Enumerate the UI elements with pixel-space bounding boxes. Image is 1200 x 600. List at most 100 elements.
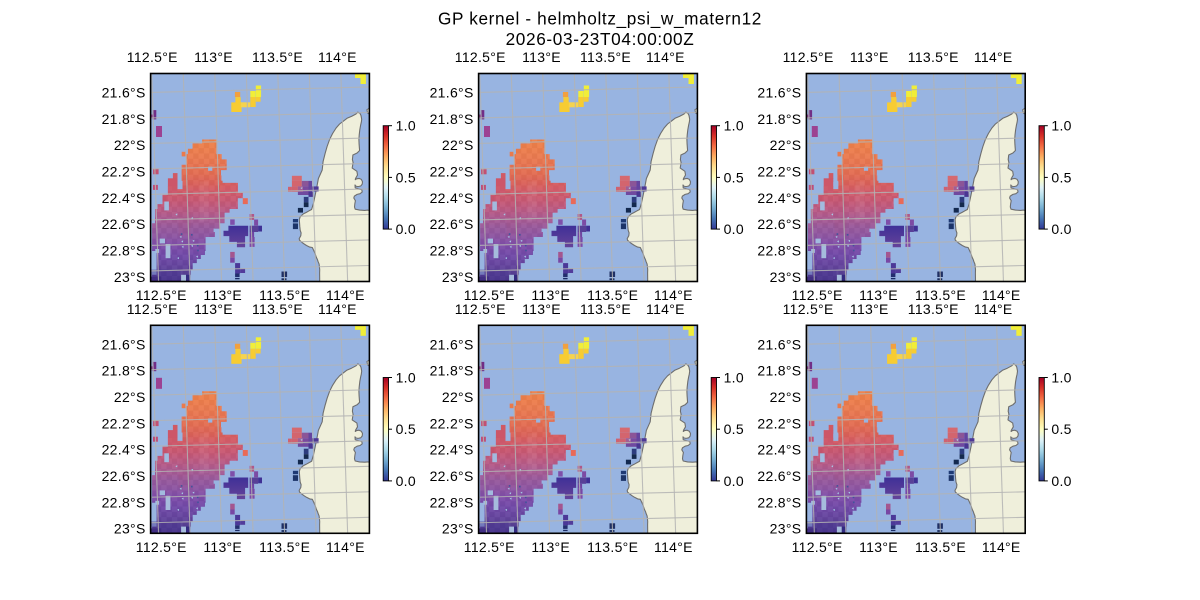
svg-text:22.4°S: 22.4°S xyxy=(102,442,146,458)
svg-text:0.0: 0.0 xyxy=(1051,473,1071,489)
svg-text:1.0: 1.0 xyxy=(396,118,416,134)
svg-text:22.8°S: 22.8°S xyxy=(757,494,801,510)
svg-text:113°E: 113°E xyxy=(859,287,898,303)
svg-text:0.0: 0.0 xyxy=(396,221,416,237)
svg-text:113°E: 113°E xyxy=(522,49,561,65)
svg-text:0.0: 0.0 xyxy=(724,221,744,237)
svg-text:22.6°S: 22.6°S xyxy=(757,468,801,484)
svg-text:1.0: 1.0 xyxy=(1051,118,1071,134)
svg-text:22.4°S: 22.4°S xyxy=(757,442,801,458)
svg-text:113.5°E: 113.5°E xyxy=(259,287,310,303)
svg-text:114°E: 114°E xyxy=(982,539,1021,555)
svg-text:22.8°S: 22.8°S xyxy=(102,243,146,259)
svg-text:0.5: 0.5 xyxy=(1051,421,1071,437)
svg-text:113°E: 113°E xyxy=(850,49,889,65)
svg-text:114°E: 114°E xyxy=(318,49,357,65)
svg-text:114°E: 114°E xyxy=(318,301,357,317)
svg-text:22.8°S: 22.8°S xyxy=(430,494,474,510)
svg-text:114°E: 114°E xyxy=(326,287,365,303)
svg-text:113.5°E: 113.5°E xyxy=(580,301,631,317)
svg-text:0.5: 0.5 xyxy=(396,169,416,185)
svg-text:22°S: 22°S xyxy=(442,389,474,405)
svg-text:22.6°S: 22.6°S xyxy=(430,468,474,484)
svg-text:113°E: 113°E xyxy=(194,49,233,65)
svg-text:21.8°S: 21.8°S xyxy=(102,111,146,127)
svg-text:113°E: 113°E xyxy=(531,287,570,303)
svg-text:114°E: 114°E xyxy=(646,49,685,65)
svg-text:21.6°S: 21.6°S xyxy=(757,85,801,101)
svg-text:21.8°S: 21.8°S xyxy=(757,111,801,127)
svg-text:114°E: 114°E xyxy=(326,539,365,555)
svg-text:112.5°E: 112.5°E xyxy=(464,287,515,303)
svg-text:112.5°E: 112.5°E xyxy=(127,301,178,317)
svg-text:21.6°S: 21.6°S xyxy=(430,336,474,352)
svg-text:113.5°E: 113.5°E xyxy=(587,539,638,555)
svg-text:22.2°S: 22.2°S xyxy=(430,415,474,431)
svg-text:0.0: 0.0 xyxy=(396,473,416,489)
svg-text:113°E: 113°E xyxy=(203,287,242,303)
svg-text:22.4°S: 22.4°S xyxy=(430,442,474,458)
svg-text:1.0: 1.0 xyxy=(724,369,744,385)
svg-text:113°E: 113°E xyxy=(531,539,570,555)
svg-text:114°E: 114°E xyxy=(654,287,693,303)
svg-text:22°S: 22°S xyxy=(114,137,146,153)
svg-text:22.2°S: 22.2°S xyxy=(757,164,801,180)
svg-text:114°E: 114°E xyxy=(646,301,685,317)
svg-text:21.8°S: 21.8°S xyxy=(430,111,474,127)
svg-text:22.8°S: 22.8°S xyxy=(757,243,801,259)
svg-text:22.4°S: 22.4°S xyxy=(757,190,801,206)
svg-text:114°E: 114°E xyxy=(974,49,1013,65)
svg-text:22.2°S: 22.2°S xyxy=(757,415,801,431)
svg-text:113°E: 113°E xyxy=(203,539,242,555)
svg-text:22.6°S: 22.6°S xyxy=(102,468,146,484)
svg-text:22.2°S: 22.2°S xyxy=(430,164,474,180)
svg-text:23°S: 23°S xyxy=(770,269,802,285)
svg-text:22.2°S: 22.2°S xyxy=(102,415,146,431)
svg-text:22.6°S: 22.6°S xyxy=(757,216,801,232)
svg-text:22.6°S: 22.6°S xyxy=(430,216,474,232)
svg-text:22.4°S: 22.4°S xyxy=(430,190,474,206)
svg-text:0.5: 0.5 xyxy=(724,169,744,185)
svg-text:112.5°E: 112.5°E xyxy=(783,301,834,317)
svg-text:22°S: 22°S xyxy=(770,137,802,153)
svg-text:22.8°S: 22.8°S xyxy=(430,243,474,259)
svg-text:22.8°S: 22.8°S xyxy=(102,494,146,510)
svg-text:23°S: 23°S xyxy=(442,269,474,285)
svg-text:0.5: 0.5 xyxy=(396,421,416,437)
svg-text:112.5°E: 112.5°E xyxy=(455,301,506,317)
svg-text:113.5°E: 113.5°E xyxy=(252,49,303,65)
svg-text:GP kernel - helmholtz_psi_w_ma: GP kernel - helmholtz_psi_w_matern12 xyxy=(438,9,762,29)
svg-text:113.5°E: 113.5°E xyxy=(252,301,303,317)
svg-text:22.6°S: 22.6°S xyxy=(102,216,146,232)
svg-text:0.0: 0.0 xyxy=(1051,221,1071,237)
svg-text:112.5°E: 112.5°E xyxy=(792,539,843,555)
svg-text:0.0: 0.0 xyxy=(724,473,744,489)
svg-text:113.5°E: 113.5°E xyxy=(259,539,310,555)
svg-text:112.5°E: 112.5°E xyxy=(127,49,178,65)
svg-text:113.5°E: 113.5°E xyxy=(908,301,959,317)
svg-text:21.8°S: 21.8°S xyxy=(757,363,801,379)
svg-text:22°S: 22°S xyxy=(114,389,146,405)
svg-text:0.5: 0.5 xyxy=(724,421,744,437)
svg-text:112.5°E: 112.5°E xyxy=(783,49,834,65)
svg-text:112.5°E: 112.5°E xyxy=(136,287,187,303)
svg-text:23°S: 23°S xyxy=(114,521,146,537)
svg-text:21.6°S: 21.6°S xyxy=(430,85,474,101)
svg-text:112.5°E: 112.5°E xyxy=(792,287,843,303)
svg-text:114°E: 114°E xyxy=(974,301,1013,317)
svg-text:21.6°S: 21.6°S xyxy=(102,85,146,101)
svg-text:112.5°E: 112.5°E xyxy=(455,49,506,65)
svg-text:21.8°S: 21.8°S xyxy=(430,363,474,379)
svg-text:113.5°E: 113.5°E xyxy=(915,287,966,303)
svg-text:114°E: 114°E xyxy=(982,287,1021,303)
svg-text:21.6°S: 21.6°S xyxy=(102,336,146,352)
svg-text:2026-03-23T04:00:00Z: 2026-03-23T04:00:00Z xyxy=(506,29,695,49)
svg-text:113°E: 113°E xyxy=(194,301,233,317)
svg-text:23°S: 23°S xyxy=(770,521,802,537)
svg-text:23°S: 23°S xyxy=(114,269,146,285)
svg-text:21.6°S: 21.6°S xyxy=(757,336,801,352)
svg-text:112.5°E: 112.5°E xyxy=(136,539,187,555)
svg-text:113°E: 113°E xyxy=(850,301,889,317)
svg-text:113°E: 113°E xyxy=(522,301,561,317)
svg-text:1.0: 1.0 xyxy=(396,369,416,385)
